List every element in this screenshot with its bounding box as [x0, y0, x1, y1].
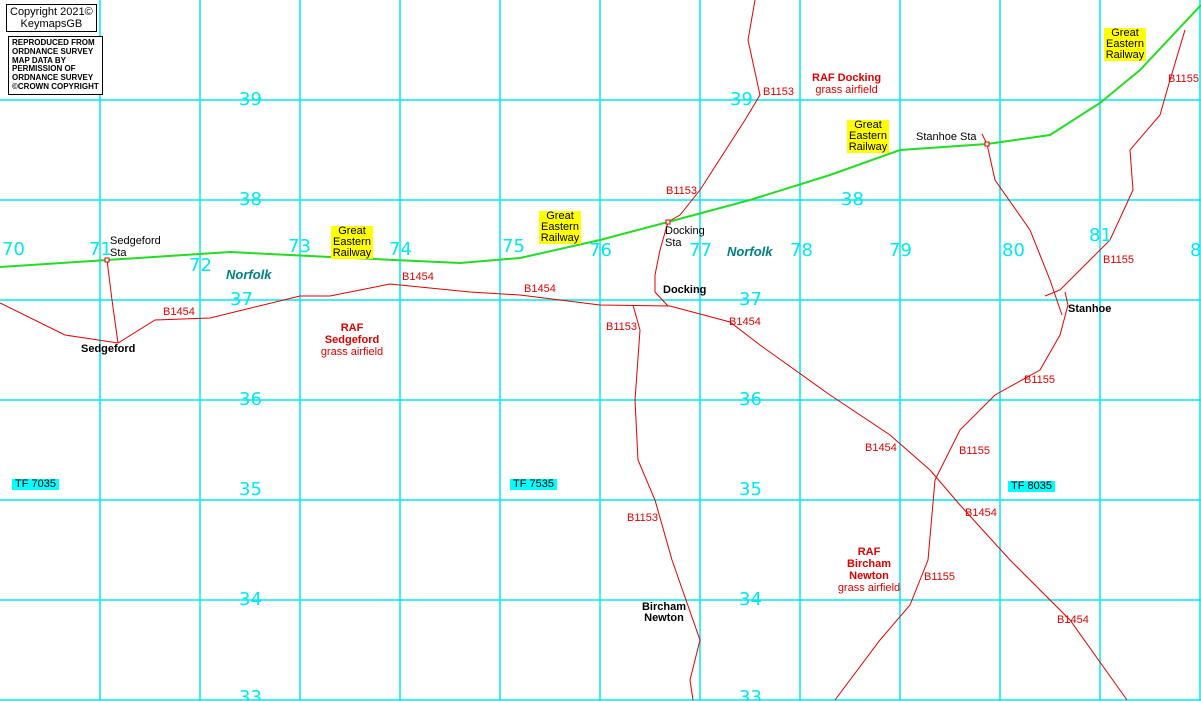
airfield-name: RAF Bircham Newton [846, 546, 892, 583]
station-label-sedgeford: Sedgeford Sta [110, 235, 161, 259]
station-marker [665, 219, 671, 225]
northing-label: 34 [739, 589, 762, 610]
easting-label: 72 [189, 255, 212, 276]
northing-label: 38 [841, 189, 864, 210]
easting-label: 71 [89, 239, 112, 260]
road-label: B1454 [1057, 614, 1089, 626]
road-label: B1454 [865, 442, 897, 454]
road-b1155-north [1044, 29, 1186, 297]
northing-label: 35 [239, 479, 262, 500]
road-label: B1454 [965, 507, 997, 519]
tile-label: TF 8035 [1008, 481, 1055, 492]
airfield-type: grass airfield [320, 346, 384, 359]
place-stanhoe: Stanhoe [1068, 303, 1112, 315]
os-notice-line: PERMISSION OF [12, 64, 76, 74]
road-label: B1454 [524, 283, 556, 295]
northing-label: 36 [739, 389, 762, 410]
airfield-raf-sedgeford: RAF Sedgeford grass airfield [318, 322, 386, 358]
easting-label: 80 [1002, 240, 1025, 261]
road-b1155-south [834, 291, 1069, 701]
place-docking: Docking [663, 284, 707, 296]
easting-label: 73 [288, 236, 311, 257]
road-b1153-south [632, 304, 701, 701]
railway-great-eastern [0, 4, 1201, 268]
airfield-name: RAF Sedgeford [324, 322, 380, 347]
os-notice: REPRODUCED FROM ORDNANCE SURVEY MAP DATA… [8, 36, 103, 95]
easting-label: 79 [889, 240, 912, 261]
road-label: B1153 [606, 321, 637, 333]
road-label: B1454 [729, 316, 761, 328]
easting-label: 81 [1089, 225, 1112, 246]
northing-label: 33 [739, 687, 762, 701]
airfield-type: grass airfield [815, 84, 878, 97]
airfield-raf-bircham-newton: RAF Bircham Newton grass airfield [830, 546, 908, 594]
place-bircham-newton: Bircham Newton [641, 601, 687, 624]
northing-label: 34 [239, 589, 262, 610]
northing-label: 39 [730, 89, 753, 110]
station-label-docking: Docking Sta [665, 225, 705, 249]
easting-label: 70 [2, 239, 25, 260]
easting-label: 77 [689, 240, 712, 261]
railway-label: Great Eastern Railway [1104, 27, 1146, 61]
copyright-owner: KeymapsGB [20, 18, 83, 31]
county-label: Norfolk [727, 244, 773, 259]
easting-label: 78 [790, 240, 813, 261]
road-label: B1153 [763, 86, 794, 98]
place-sedgeford: Sedgeford [81, 343, 136, 355]
road-label: B1454 [402, 271, 434, 283]
northing-label: 36 [239, 389, 262, 410]
airfield-raf-docking: RAF Docking grass airfield [812, 72, 881, 96]
airfield-name: RAF Docking [812, 72, 882, 84]
road-label: B1454 [163, 306, 195, 318]
easting-label: 75 [502, 236, 525, 257]
road-label: B1155 [1024, 374, 1055, 386]
road-stanhoe-sta [981, 133, 1063, 316]
os-notice-line: REPRODUCED FROM [12, 38, 95, 47]
station-marker [984, 141, 990, 147]
county-label: Norfolk [226, 267, 272, 282]
airfield-type: grass airfield [837, 582, 901, 595]
road-label: B1155 [1168, 73, 1199, 85]
copyright-box: Copyright 2021© KeymapsGB [6, 4, 97, 33]
road-label: B1153 [666, 185, 697, 197]
road-b1153-north [654, 0, 761, 307]
road-label: B1155 [1103, 254, 1134, 266]
railway-label: Great Eastern Railway [847, 119, 889, 153]
easting-label: 76 [589, 240, 612, 261]
tile-label: TF 7035 [12, 479, 59, 490]
os-notice-line: ©CROWN COPYRIGHT [12, 81, 99, 91]
easting-label: 8 [1190, 240, 1201, 261]
road-label: B1153 [627, 512, 658, 524]
os-notice-line: MAP DATA BY [12, 55, 66, 65]
os-notice-line: ORDNANCE SURVEY [12, 46, 94, 56]
northing-label: 35 [739, 479, 762, 500]
northing-label: 38 [239, 189, 262, 210]
station-label-stanhoe: Stanhoe Sta [916, 131, 977, 143]
railway-label: Great Eastern Railway [331, 225, 373, 259]
road-sedgeford [106, 259, 119, 344]
northing-label: 33 [239, 687, 262, 701]
os-notice-line: ORDNANCE SURVEY [12, 73, 94, 83]
northing-label: 37 [230, 289, 253, 310]
copyright-text: Copyright 2021© [10, 6, 93, 18]
railway-label: Great Eastern Railway [539, 210, 581, 244]
road-label: B1155 [924, 571, 955, 583]
easting-label: 74 [389, 239, 412, 260]
northing-label: 39 [239, 89, 262, 110]
northing-label: 37 [739, 289, 762, 310]
tile-label: TF 7535 [510, 479, 557, 490]
road-label: B1155 [959, 445, 990, 457]
road-b1454 [0, 283, 1128, 701]
station-marker [104, 257, 110, 263]
